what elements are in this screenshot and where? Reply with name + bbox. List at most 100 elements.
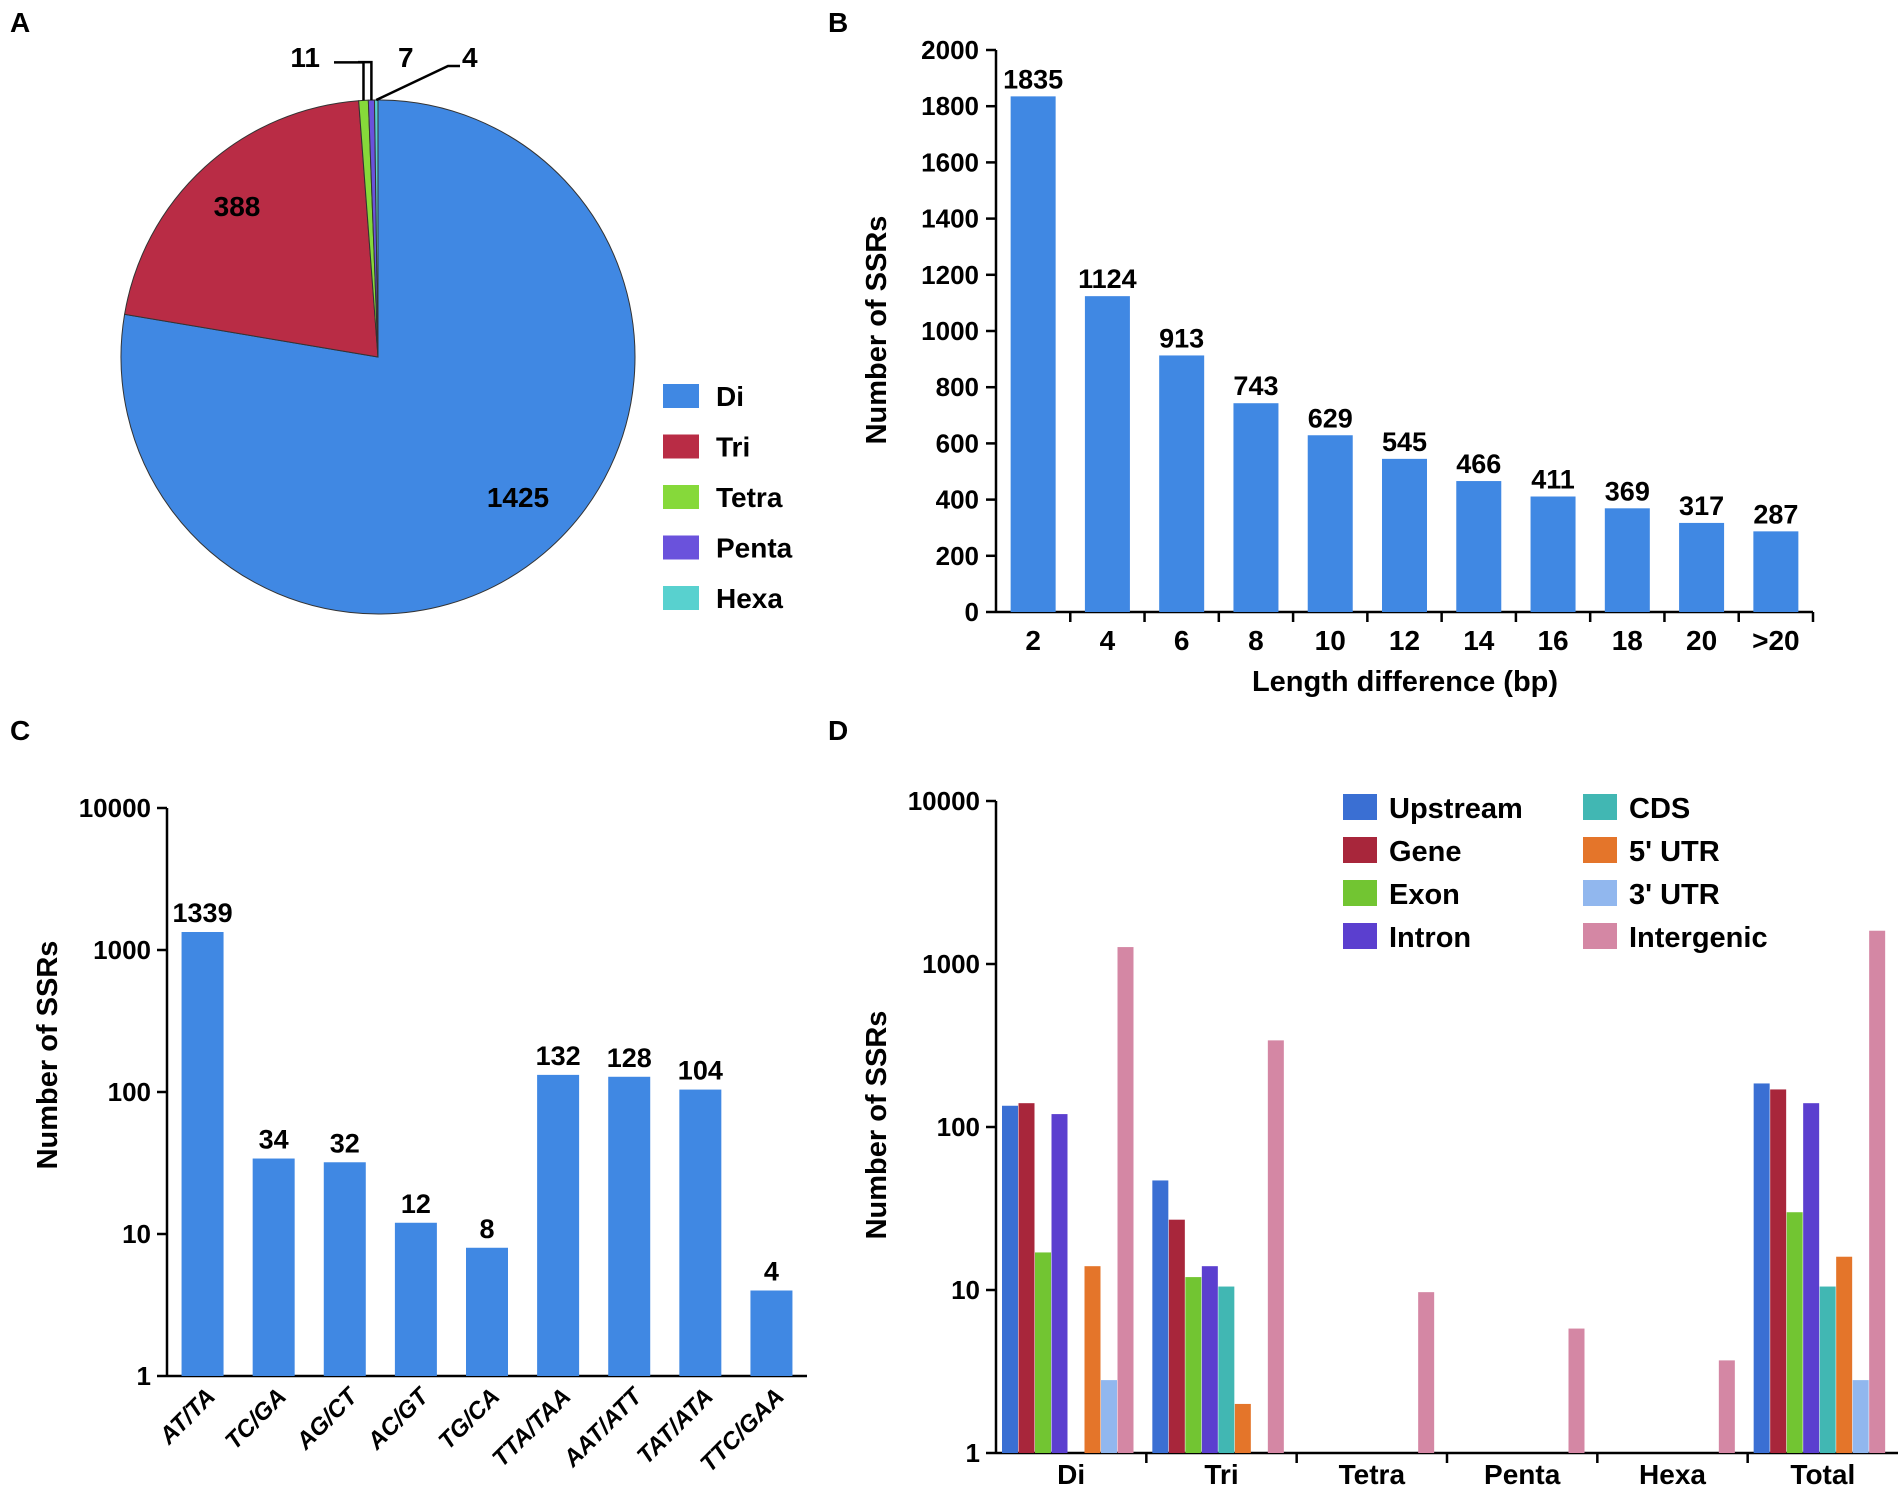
x-tick-label-at-ta: AT/TA — [154, 1383, 221, 1450]
legend-swatch-cds — [1583, 794, 1617, 820]
bar-total-3-utr — [1852, 1380, 1869, 1453]
x-tick-label-tri: Tri — [1204, 1459, 1238, 1489]
bar-tta-taa — [537, 1074, 580, 1376]
x-tick-label-16: 16 — [1537, 625, 1568, 656]
legend-label-exon: Exon — [1389, 879, 1460, 911]
bar-20 — [1679, 522, 1725, 612]
y-tick-label-10000: 10000 — [908, 786, 980, 816]
bar-value-label-aat-att: 128 — [607, 1043, 652, 1073]
bar-total-upstream — [1753, 1083, 1770, 1453]
legend-swatch-3-utr — [1583, 880, 1617, 906]
x-tick-label-hexa: Hexa — [1639, 1459, 1706, 1489]
pie-chart-motif-types: 1425 388 11 7 4 Di Tri Tetra Penta Hexa — [120, 42, 793, 615]
x-tick-label-12: 12 — [1389, 625, 1420, 656]
bar-value-label-12: 545 — [1382, 427, 1427, 457]
bar-ttc-gaa — [750, 1290, 793, 1376]
pie-callout-line-tetra — [334, 61, 365, 101]
bar-value-label-10: 629 — [1308, 403, 1353, 433]
bar-tg-ca — [466, 1247, 508, 1376]
bar-10 — [1307, 435, 1353, 612]
x-tick-label-ag-ct: AG/CT — [290, 1382, 364, 1456]
bar-value-label-ac-gt: 12 — [401, 1189, 431, 1219]
legend-label-tri: Tri — [716, 432, 750, 463]
legend-label-intergenic: Intergenic — [1629, 922, 1768, 954]
bar-hexa-intergenic — [1718, 1360, 1735, 1453]
y-tick-label-100: 100 — [108, 1077, 151, 1107]
legend-label-upstream: Upstream — [1389, 793, 1523, 825]
bar-total-intron — [1803, 1103, 1820, 1453]
y-tick-label-10: 10 — [951, 1275, 980, 1305]
bar-penta-intergenic — [1568, 1328, 1585, 1453]
bar-di-intron — [1051, 1114, 1068, 1453]
pie-callout-line-hexa — [375, 64, 460, 102]
pie-label-hexa: 4 — [462, 42, 478, 73]
bar-tri-exon — [1185, 1277, 1202, 1453]
bar-4 — [1084, 296, 1130, 612]
legend-swatch-upstream — [1343, 794, 1377, 820]
panel-label-c: C — [10, 715, 30, 746]
bar-value-label-tat-ata: 104 — [678, 1056, 723, 1086]
bar-tetra-intergenic — [1418, 1292, 1435, 1453]
y-tick-label-10: 10 — [122, 1219, 151, 1249]
bar-di-exon — [1035, 1252, 1051, 1453]
bar-value-label-8: 743 — [1233, 371, 1278, 401]
bar-20 — [1753, 531, 1799, 612]
bar-di-upstream — [1002, 1105, 1018, 1453]
bar-chart-length-difference: 0200400600800100012001400160018002000183… — [861, 35, 1815, 698]
legend-swatch-tetra — [663, 485, 699, 509]
pie-callout-line-penta — [358, 60, 373, 101]
y-tick-label-1600: 1600 — [921, 147, 979, 177]
legend-swatch-tri — [663, 434, 699, 459]
panel-label-d: D — [828, 715, 848, 746]
x-tick-label-2: 2 — [1025, 625, 1041, 656]
y-tick-label-1000: 1000 — [922, 949, 980, 979]
bar-chart-motif-sequences: 1 10 100 1000 10000 1339 AT/TA 34 TC/GA 32 AG/CT 12… — [32, 793, 807, 1478]
legend-label-cds: CDS — [1629, 793, 1690, 825]
legend-swatch-penta — [663, 535, 699, 560]
legend-swatch-di — [663, 384, 699, 408]
pie-slice-di — [120, 99, 636, 615]
bar-16 — [1530, 496, 1576, 612]
y-axis-title: Number of SSRs — [861, 216, 893, 445]
panel-label-b: B — [828, 7, 848, 38]
x-tick-label-20: >20 — [1752, 625, 1800, 656]
y-tick-label-1800: 1800 — [921, 91, 979, 121]
legend-label-3-utr: 3' UTR — [1629, 879, 1720, 911]
bar-at-ta — [181, 931, 224, 1376]
legend-label-tetra: Tetra — [716, 482, 783, 513]
pie-label-di: 1425 — [487, 482, 549, 513]
bar-value-label-tc-ga: 34 — [259, 1125, 289, 1155]
bar-8 — [1233, 403, 1279, 612]
legend-label-gene: Gene — [1389, 836, 1462, 868]
bar-tri-gene — [1168, 1219, 1185, 1453]
bar-tat-ata — [679, 1089, 722, 1376]
legend-swatch-intron — [1343, 923, 1377, 949]
bar-ac-gt — [394, 1222, 437, 1376]
pie-label-tetra: 11 — [290, 42, 320, 73]
bar-di-intergenic — [1117, 947, 1134, 1453]
y-axis-title: Number of SSRs — [32, 941, 64, 1170]
legend-label-5-utr: 5' UTR — [1629, 836, 1720, 868]
legend-swatch-exon — [1343, 880, 1377, 906]
x-tick-label-aat-att: AAT/ATT — [558, 1382, 650, 1474]
legend-label-intron: Intron — [1389, 922, 1471, 954]
bar-tri-intergenic — [1267, 1040, 1284, 1453]
x-tick-label-4: 4 — [1100, 625, 1116, 656]
bar-value-label-tta-taa: 132 — [536, 1041, 581, 1071]
x-tick-label-20: 20 — [1686, 625, 1717, 656]
bar-value-label-tg-ca: 8 — [479, 1214, 494, 1244]
y-tick-label-600: 600 — [936, 428, 979, 458]
legend-swatch-hexa — [663, 586, 699, 610]
pie-label-tri: 388 — [214, 191, 261, 222]
y-tick-label-1000: 1000 — [93, 935, 151, 965]
pie-label-penta: 7 — [398, 42, 414, 73]
bar-14 — [1456, 481, 1502, 612]
bar-value-label-18: 369 — [1605, 476, 1650, 506]
bar-value-label-20: 287 — [1753, 499, 1798, 529]
bar-18 — [1604, 508, 1650, 612]
x-tick-label-penta: Penta — [1484, 1459, 1561, 1489]
x-tick-label-8: 8 — [1248, 625, 1264, 656]
bar-tri-upstream — [1152, 1180, 1169, 1453]
legend-swatch-gene — [1343, 837, 1377, 863]
